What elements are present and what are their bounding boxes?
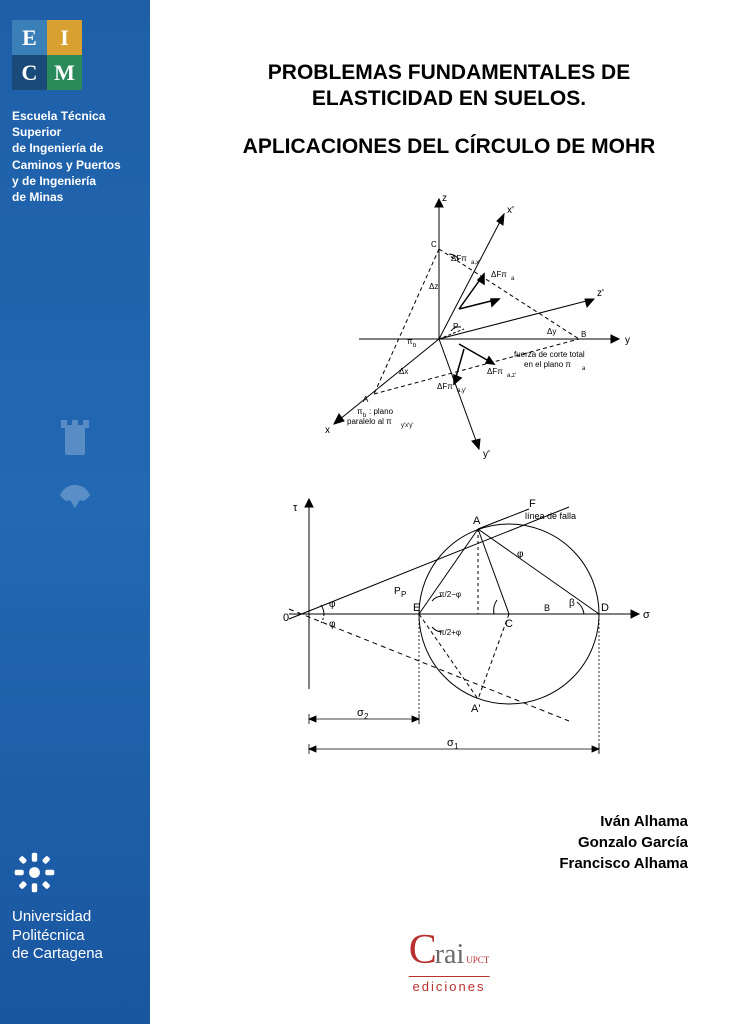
authors: Iván AlhamaGonzalo GarcíaFrancisco Alham… [559, 811, 688, 874]
svg-text:línea de falla: línea de falla [525, 511, 576, 521]
svg-text:C: C [505, 618, 513, 630]
svg-text:B: B [544, 603, 550, 613]
svg-text:P: P [401, 590, 406, 599]
upct-block: UniversidadPolitécnicade Cartagena [12, 850, 138, 964]
svg-text:y: y [625, 335, 630, 346]
svg-text:σ: σ [357, 707, 364, 719]
svg-text:2: 2 [364, 712, 369, 721]
svg-text:σ: σ [643, 609, 650, 621]
svg-text:a,x': a,x' [471, 260, 480, 266]
svg-text:: plano: : plano [369, 407, 394, 416]
svg-text:paralelo al π: paralelo al π [347, 417, 392, 426]
svg-text:φ: φ [329, 599, 336, 610]
crai-upct: UPCT [466, 955, 489, 965]
svg-text:fuerza de corte total: fuerza de corte total [514, 350, 585, 359]
svg-text:τ: τ [293, 502, 298, 514]
svg-text:C: C [431, 240, 437, 249]
logo-cell-e: E [12, 20, 47, 55]
ediciones-label: ediciones [409, 976, 490, 994]
svg-text:x: x [325, 425, 330, 436]
svg-text:π/2−φ: π/2−φ [439, 590, 461, 599]
svg-text:φ: φ [329, 619, 336, 630]
svg-text:σ: σ [447, 737, 454, 749]
svg-text:Δz: Δz [429, 282, 438, 291]
svg-text:P: P [394, 586, 401, 597]
university-name: UniversidadPolitécnicade Cartagena [12, 908, 138, 964]
svg-text:π/2+φ: π/2+φ [439, 628, 461, 637]
logo-cell-i: I [47, 20, 82, 55]
logo-cell-m: M [47, 55, 82, 90]
publisher-logo: C rai UPCT ediciones [409, 926, 490, 994]
svg-text:A: A [363, 395, 369, 404]
crai-c: C [409, 926, 437, 974]
stress-axes-diagram: z x' z' y y' x A B C P ΔFπa,x' ΔFπa ΔFπa… [239, 189, 659, 469]
svg-text:Δy: Δy [547, 327, 556, 336]
svg-text:ΔFπ: ΔFπ [437, 382, 453, 391]
svg-text:z': z' [597, 288, 604, 299]
main-content: PROBLEMAS FUNDAMENTALES DEELASTICIDAD EN… [150, 0, 748, 1024]
svg-text:y': y' [483, 449, 490, 460]
svg-text:A': A' [471, 703, 480, 715]
sidebar-emblems [0, 420, 150, 565]
svg-text:b: b [413, 343, 417, 349]
svg-text:y'x'y': y'x'y' [401, 423, 413, 429]
svg-text:F: F [529, 498, 536, 510]
svg-text:P: P [453, 322, 458, 331]
svg-text:D: D [601, 602, 609, 614]
crai-rai: rai [435, 939, 465, 971]
svg-text:a,z': a,z' [507, 373, 516, 379]
svg-text:φ: φ [517, 549, 524, 560]
eicm-logo: E I C M [12, 20, 138, 90]
svg-text:E: E [413, 602, 420, 614]
svg-text:a: a [511, 276, 515, 282]
svg-text:en el plano π: en el plano π [524, 360, 571, 369]
svg-text:a: a [582, 366, 586, 372]
document-subtitle: APLICACIONES DEL CÍRCULO DE MOHR [190, 135, 708, 159]
svg-text:ΔFπ: ΔFπ [487, 367, 503, 376]
svg-text:A: A [473, 515, 481, 527]
svg-text:ΔFπ: ΔFπ [451, 254, 467, 263]
upct-logo-icon [12, 850, 57, 895]
sidebar: E I C M Escuela TécnicaSuperiorde Ingeni… [0, 0, 150, 1024]
logo-cell-c: C [12, 55, 47, 90]
svg-text:1: 1 [454, 742, 459, 751]
school-name: Escuela TécnicaSuperiorde Ingeniería deC… [12, 108, 138, 205]
diagram-area: z x' z' y y' x A B C P ΔFπa,x' ΔFπa ΔFπa… [190, 189, 708, 769]
svg-text:B: B [581, 330, 586, 339]
mohr-circle-diagram: τ σ 0 A F A' C D E B PP φ φ φ β π/2−φ π/… [229, 489, 669, 769]
svg-text:0: 0 [283, 612, 289, 624]
svg-text:x': x' [507, 205, 514, 216]
svg-text:ΔFπ: ΔFπ [491, 270, 507, 279]
svg-text:Δx: Δx [399, 367, 408, 376]
svg-text:β: β [569, 598, 575, 609]
svg-text:z: z [442, 193, 447, 204]
document-title: PROBLEMAS FUNDAMENTALES DEELASTICIDAD EN… [190, 60, 708, 113]
svg-text:a,y': a,y' [457, 388, 466, 394]
